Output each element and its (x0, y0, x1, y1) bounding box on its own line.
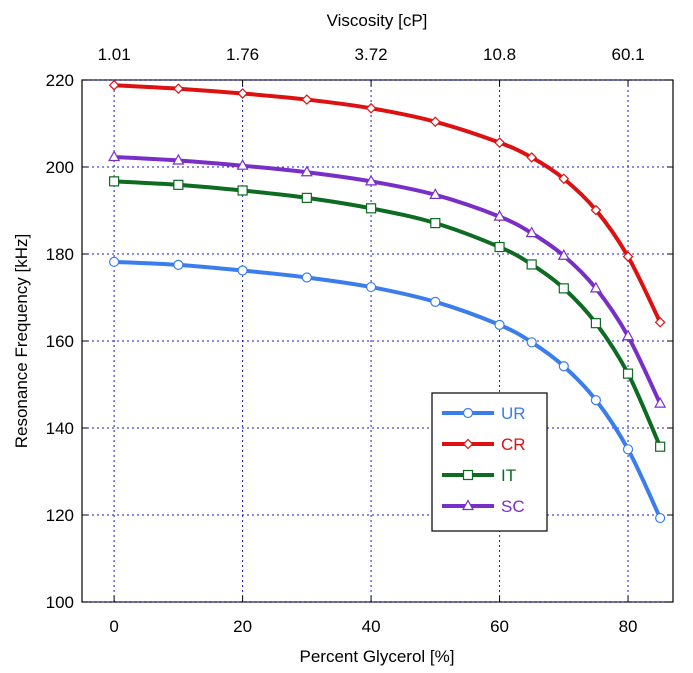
data-point-ur (109, 256, 120, 267)
data-point-ur (173, 259, 184, 270)
data-point-cr (173, 83, 184, 95)
data-point-it (558, 283, 569, 294)
data-point-it (109, 176, 120, 187)
data-point-cr (301, 94, 313, 105)
y-tick-label: 180 (46, 245, 74, 264)
x-tick-label: 80 (619, 617, 638, 636)
y-tick-label: 160 (46, 332, 74, 351)
data-point-it (301, 192, 312, 203)
data-point-sc (557, 249, 570, 260)
data-point-cr (622, 251, 634, 262)
top-tick-label: 10.8 (483, 45, 516, 64)
data-point-sc (429, 188, 442, 199)
series-ur (109, 256, 666, 524)
data-point-sc (493, 209, 506, 221)
data-point-it (365, 203, 377, 214)
data-point-ur (494, 319, 505, 331)
data-point-cr (365, 102, 377, 114)
data-point-sc (525, 226, 538, 238)
data-point-ur (655, 512, 666, 524)
legend-marker-ur (462, 407, 474, 419)
top-axis-title: Viscosity [cP] (327, 11, 428, 30)
data-point-cr (494, 137, 505, 148)
legend-marker-sc (461, 499, 475, 511)
data-point-ur (526, 337, 537, 348)
series-it (109, 176, 666, 452)
data-point-it (655, 441, 666, 452)
y-tick-label: 220 (46, 71, 74, 90)
data-point-cr (590, 204, 602, 216)
legend-label-ur: UR (501, 404, 526, 423)
y-tick-label: 140 (46, 419, 74, 438)
legend-label-cr: CR (501, 435, 526, 454)
x-tick-label: 0 (109, 617, 118, 636)
legend-label-sc: SC (501, 497, 525, 516)
x-tick-label: 20 (233, 617, 252, 636)
data-point-sc (365, 174, 378, 186)
data-point-cr (558, 173, 570, 185)
data-point-it (622, 368, 634, 379)
data-point-cr (429, 116, 441, 128)
top-tick-label: 1.01 (98, 45, 131, 64)
data-point-it (526, 259, 537, 270)
data-point-ur (365, 281, 377, 293)
series-layer (108, 79, 667, 524)
data-point-sc (300, 165, 313, 177)
data-point-ur (237, 265, 248, 276)
legend: UR CR IT SC (431, 392, 548, 532)
data-point-ur (430, 296, 441, 307)
legend-label-it: IT (501, 466, 516, 485)
x-axis-title: Percent Glycerol [%] (300, 647, 455, 666)
y-tick-label: 100 (46, 593, 74, 612)
data-point-it (173, 179, 184, 190)
data-point-ur (590, 395, 602, 406)
ticks: 0 20 40 60 80 1.01 1.76 3.72 10.8 60.1 100 120 140 16… (46, 45, 673, 636)
series-cr (108, 79, 666, 328)
data-point-sc (622, 329, 635, 341)
data-point-sc (172, 153, 185, 165)
data-point-ur (301, 272, 312, 283)
top-tick-label: 60.1 (611, 45, 644, 64)
x-tick-label: 40 (362, 617, 381, 636)
y-axis-title: Resonance Frequency [kHz] (12, 234, 31, 449)
top-tick-label: 1.76 (226, 45, 259, 64)
data-point-it (237, 185, 248, 196)
data-point-it (494, 241, 505, 253)
x-tick-label: 60 (490, 617, 509, 636)
data-point-cr (526, 152, 538, 163)
data-point-it (590, 318, 602, 329)
data-point-sc (108, 150, 121, 162)
data-point-ur (622, 444, 634, 455)
series-sc (108, 150, 667, 408)
data-point-cr (237, 88, 248, 99)
top-tick-label: 3.72 (355, 45, 388, 64)
data-point-sc (589, 281, 602, 293)
y-tick-label: 120 (46, 506, 74, 525)
data-point-it (430, 218, 441, 229)
data-point-sc (236, 158, 249, 170)
data-point-cr (654, 316, 666, 328)
legend-marker-cr (462, 438, 474, 450)
y-tick-label: 200 (46, 158, 74, 177)
data-point-ur (558, 361, 569, 372)
legend-marker-it (462, 469, 474, 481)
data-point-cr (108, 79, 120, 91)
data-point-sc (654, 396, 667, 408)
